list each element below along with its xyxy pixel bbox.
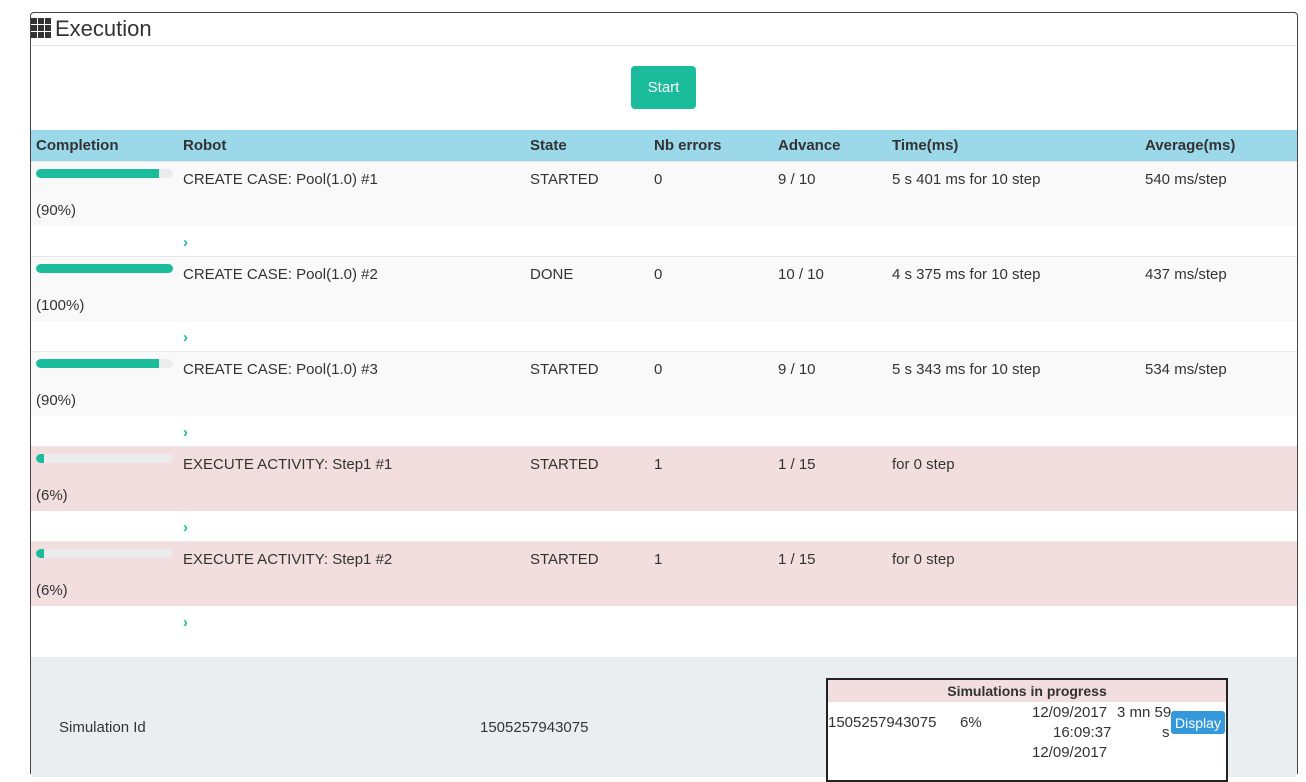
simulation-duration-unit: s: [1162, 724, 1170, 741]
robot-name: CREATE CASE: Pool(1.0) #3: [183, 361, 378, 378]
robot-name: CREATE CASE: Pool(1.0) #1: [183, 171, 378, 188]
start-button[interactable]: Start: [631, 66, 696, 109]
simulation-percent: 6%: [960, 714, 982, 731]
simulations-in-progress-box: Simulations in progress 1505257943075 6%…: [826, 678, 1228, 782]
advance: 1 / 15: [778, 456, 816, 473]
table-row: (90%) CREATE CASE: Pool(1.0) #1 STARTED …: [31, 161, 1297, 226]
time: 4 s 375 ms for 10 step: [892, 266, 1041, 283]
header-nb-errors: Nb errors: [654, 137, 722, 154]
grid-icon: [31, 18, 53, 40]
simulation-id-value: 1505257943075: [480, 719, 589, 736]
time: for 0 step: [892, 551, 955, 568]
time: 5 s 401 ms for 10 step: [892, 171, 1041, 188]
nb-errors: 0: [654, 171, 663, 188]
progress-bar: [36, 359, 173, 368]
progress-percent: (6%): [36, 487, 68, 504]
chevron-right-icon[interactable]: ›: [183, 614, 188, 631]
time: 5 s 343 ms for 10 step: [892, 361, 1041, 378]
simulations-in-progress-title: Simulations in progress: [828, 680, 1226, 702]
simulation-duration: 3 mn 59: [1117, 704, 1172, 721]
robot-name: CREATE CASE: Pool(1.0) #2: [183, 266, 378, 283]
state: STARTED: [530, 456, 599, 473]
table-header: Completion Robot State Nb errors Advance…: [31, 130, 1297, 161]
simulation-id-label: Simulation Id: [59, 719, 146, 736]
header-robot: Robot: [183, 137, 227, 154]
nb-errors: 0: [654, 266, 663, 283]
state: STARTED: [530, 361, 599, 378]
simulation-footer: Simulation Id 1505257943075 Simulations …: [31, 657, 1297, 782]
chevron-right-icon[interactable]: ›: [183, 519, 188, 536]
header-advance: Advance: [778, 137, 841, 154]
progress-bar: [36, 169, 173, 178]
progress-percent: (90%): [36, 202, 77, 219]
progress-bar: [36, 454, 173, 463]
header-time: Time(ms): [892, 137, 959, 154]
table-row: (6%) EXECUTE ACTIVITY: Step1 #2 STARTED …: [31, 541, 1297, 606]
average: 534 ms/step: [1145, 361, 1227, 378]
display-button[interactable]: Display: [1171, 711, 1225, 734]
chevron-right-icon[interactable]: ›: [183, 329, 188, 346]
progress-bar: [36, 549, 173, 558]
progress-fill: [36, 264, 173, 273]
progress-fill: [36, 169, 160, 178]
average: 540 ms/step: [1145, 171, 1227, 188]
header-state: State: [530, 137, 567, 154]
progress-fill: [36, 549, 45, 558]
panel-title: Execution: [55, 16, 152, 41]
chevron-right-icon[interactable]: ›: [183, 424, 188, 441]
simulation-next-date: 12/09/2017: [1032, 744, 1108, 761]
robot-name: EXECUTE ACTIVITY: Step1 #2: [183, 551, 393, 568]
table-row: (100%) CREATE CASE: Pool(1.0) #2 DONE 0 …: [31, 256, 1297, 321]
advance: 10 / 10: [778, 266, 824, 283]
progress-fill: [36, 359, 160, 368]
advance: 1 / 15: [778, 551, 816, 568]
average: 437 ms/step: [1145, 266, 1227, 283]
header-average: Average(ms): [1145, 137, 1236, 154]
header-completion: Completion: [36, 137, 119, 154]
simulation-id: 1505257943075: [828, 714, 937, 731]
table-row: (6%) EXECUTE ACTIVITY: Step1 #1 STARTED …: [31, 446, 1297, 511]
progress-fill: [36, 454, 45, 463]
state: STARTED: [530, 171, 599, 188]
progress-bar: [36, 264, 173, 273]
state: STARTED: [530, 551, 599, 568]
time: for 0 step: [892, 456, 955, 473]
simulation-time: 16:09:37: [1053, 724, 1112, 741]
progress-percent: (100%): [36, 297, 85, 314]
progress-percent: (90%): [36, 392, 77, 409]
advance: 9 / 10: [778, 171, 816, 188]
robot-name: EXECUTE ACTIVITY: Step1 #1: [183, 456, 393, 473]
panel-header: Execution: [31, 13, 1297, 46]
nb-errors: 1: [654, 551, 663, 568]
chevron-right-icon[interactable]: ›: [183, 234, 188, 251]
state: DONE: [530, 266, 574, 283]
progress-percent: (6%): [36, 582, 68, 599]
simulation-date: 12/09/2017: [1032, 704, 1108, 721]
nb-errors: 0: [654, 361, 663, 378]
nb-errors: 1: [654, 456, 663, 473]
advance: 9 / 10: [778, 361, 816, 378]
execution-panel: Execution Start Completion Robot State N…: [30, 12, 1298, 782]
table-row: (90%) CREATE CASE: Pool(1.0) #3 STARTED …: [31, 351, 1297, 416]
